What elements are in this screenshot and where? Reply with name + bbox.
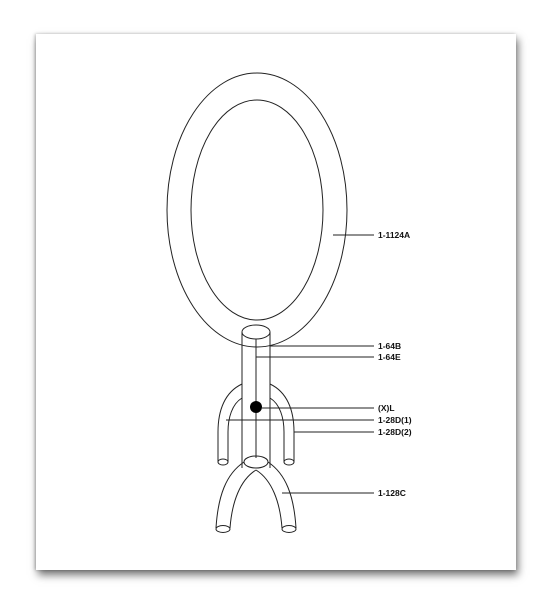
- fork-d-right-end: [283, 458, 295, 466]
- fork-d-left-end: [217, 458, 229, 466]
- vertical-sling: [241, 324, 271, 468]
- base-fork-left-end: [215, 525, 231, 533]
- base-fork-right-outer: [267, 461, 297, 529]
- label-base-c: 1-128C: [378, 488, 406, 498]
- base-fork-c: [215, 455, 297, 533]
- fork-d-right-inner: [269, 397, 285, 462]
- fork-d-left-inner: [227, 397, 243, 462]
- label-link: (X)L: [378, 403, 395, 413]
- label-leg-d2: 1-28D(2): [378, 427, 412, 437]
- master-ring-outer: [166, 72, 348, 348]
- label-cable-e: 1-64E: [378, 352, 401, 362]
- fork-d-left-outer: [217, 383, 243, 462]
- diagram-sheet: [36, 34, 516, 570]
- master-ring-inner: [190, 99, 324, 321]
- label-leg-d1: 1-28D(1): [378, 415, 412, 425]
- fork-legs-d: [217, 383, 295, 466]
- fork-d-right-outer: [269, 383, 295, 462]
- link-point: [250, 401, 262, 413]
- base-fork-left-outer: [215, 461, 245, 529]
- master-ring: [166, 72, 348, 348]
- label-cable-b: 1-64B: [378, 341, 401, 351]
- base-fork-left-inner: [229, 469, 257, 529]
- sling-top-end: [241, 324, 271, 340]
- base-fork-right-end: [281, 525, 297, 533]
- base-fork-right-inner: [255, 469, 283, 529]
- label-ring: 1-1124A: [378, 230, 410, 240]
- leader-lines: [226, 234, 374, 494]
